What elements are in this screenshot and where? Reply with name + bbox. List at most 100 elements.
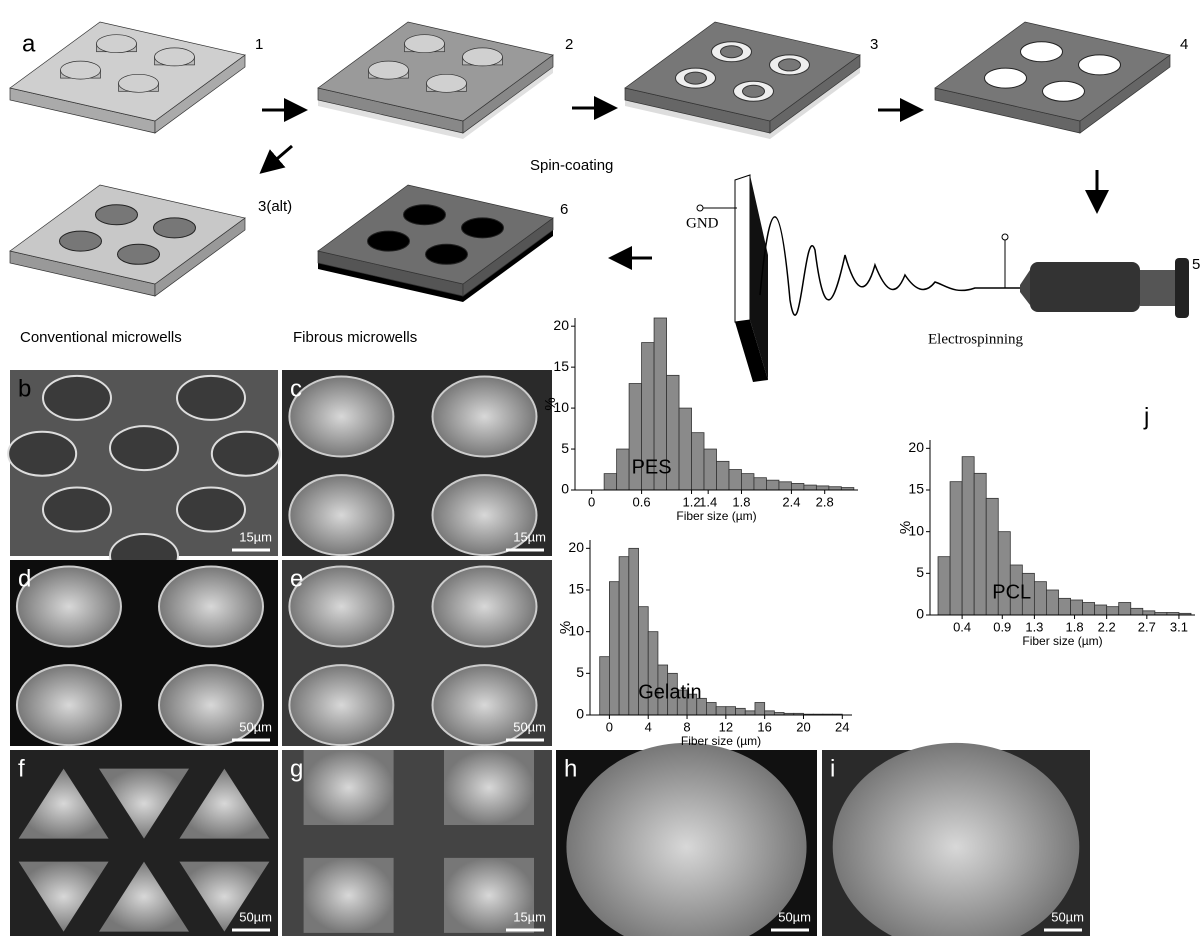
hole xyxy=(1043,81,1085,101)
step-label: 1 xyxy=(255,36,263,53)
well xyxy=(444,750,534,825)
panel-label: i xyxy=(830,755,835,782)
bar xyxy=(1083,603,1095,616)
bar xyxy=(755,703,765,716)
disc xyxy=(119,74,159,92)
bar xyxy=(604,474,616,490)
x-tick-label: 2.8 xyxy=(816,494,834,509)
bar xyxy=(974,473,986,615)
bar xyxy=(1034,582,1046,615)
bar xyxy=(726,707,736,715)
hole xyxy=(60,231,102,251)
y-tick-label: 20 xyxy=(553,317,569,333)
well xyxy=(289,665,393,745)
x-tick-label: 0.9 xyxy=(993,619,1011,634)
y-tick-label: 15 xyxy=(568,581,584,597)
step-label: 3(alt) xyxy=(258,198,292,215)
panel-label: h xyxy=(564,755,577,782)
disc xyxy=(427,74,467,92)
x-tick-label: 16 xyxy=(757,719,771,734)
x-axis-label: Fiber size (µm) xyxy=(681,734,761,748)
disc xyxy=(155,48,195,66)
bar xyxy=(600,657,610,715)
well xyxy=(159,567,263,647)
plate xyxy=(10,22,245,133)
y-axis-label: % xyxy=(542,397,559,410)
y-tick-label: 5 xyxy=(916,564,924,580)
x-tick-label: 1.3 xyxy=(1025,619,1043,634)
well xyxy=(17,665,121,745)
y-tick-label: 0 xyxy=(561,481,569,497)
disc xyxy=(61,61,101,79)
bar xyxy=(609,582,619,715)
histograms: 0510152000.61.21.41.82.42.8Fiber size (µ… xyxy=(542,317,1195,748)
hole xyxy=(779,59,801,71)
well xyxy=(289,475,393,555)
bar xyxy=(717,461,729,490)
bar xyxy=(950,482,962,615)
plate xyxy=(935,22,1170,133)
x-tick-label: 1.4 xyxy=(699,494,717,509)
bar xyxy=(736,708,746,715)
x-tick-label: 24 xyxy=(835,719,849,734)
scale-bar-label: 50µm xyxy=(239,719,272,734)
x-tick-label: 4 xyxy=(645,719,652,734)
step-label: 4 xyxy=(1180,36,1188,53)
caption: Conventional microwells xyxy=(20,329,182,346)
hole xyxy=(96,205,138,225)
step-label: 3 xyxy=(870,36,878,53)
hole xyxy=(462,218,504,238)
well xyxy=(304,858,394,933)
bar xyxy=(1095,605,1107,615)
well xyxy=(289,377,393,457)
bar xyxy=(716,707,726,715)
disc xyxy=(463,48,503,66)
bar xyxy=(1058,598,1070,615)
disc xyxy=(97,35,137,53)
figure: a 1 2 3 4 3(alt) 6 5 Spin-coating Conven… xyxy=(0,0,1203,936)
x-axis-label: Fiber size (µm) xyxy=(1022,634,1102,648)
bar xyxy=(745,711,755,715)
scale-bar-label: 15µm xyxy=(513,529,546,544)
hole xyxy=(404,205,446,225)
bar xyxy=(741,474,753,490)
x-tick-label: 2.2 xyxy=(1098,619,1116,634)
caption: GND xyxy=(686,215,719,231)
well xyxy=(43,488,111,532)
caption: Electrospinning xyxy=(928,331,1023,347)
x-tick-label: 8 xyxy=(683,719,690,734)
x-tick-label: 0 xyxy=(606,719,613,734)
step-label: 6 xyxy=(560,201,568,218)
panel-label: c xyxy=(290,375,302,402)
bar xyxy=(962,457,974,615)
plate xyxy=(318,185,553,302)
disc xyxy=(405,35,445,53)
well xyxy=(177,488,245,532)
well xyxy=(110,426,178,470)
bar xyxy=(692,433,704,490)
step-label: 2 xyxy=(565,36,573,53)
hole xyxy=(1021,42,1063,62)
bar xyxy=(754,478,766,490)
arrow xyxy=(264,146,292,170)
bar xyxy=(804,485,816,490)
scale-bar-label: 50µm xyxy=(513,719,546,734)
plate xyxy=(625,22,860,139)
caption: Spin-coating xyxy=(530,157,613,174)
x-tick-label: 12 xyxy=(719,719,733,734)
y-tick-label: 20 xyxy=(908,439,924,455)
y-tick-label: 0 xyxy=(576,706,584,722)
y-tick-label: 20 xyxy=(568,539,584,555)
plate xyxy=(318,22,553,139)
bar xyxy=(704,449,716,490)
x-axis-label: Fiber size (µm) xyxy=(676,509,756,523)
plate xyxy=(10,185,245,296)
y-axis-label: % xyxy=(557,621,574,634)
well xyxy=(177,376,245,420)
step-label: 5 xyxy=(1192,256,1200,273)
hole xyxy=(118,244,160,264)
well xyxy=(304,750,394,825)
annotation: PCL xyxy=(992,581,1031,603)
bar xyxy=(938,557,950,615)
